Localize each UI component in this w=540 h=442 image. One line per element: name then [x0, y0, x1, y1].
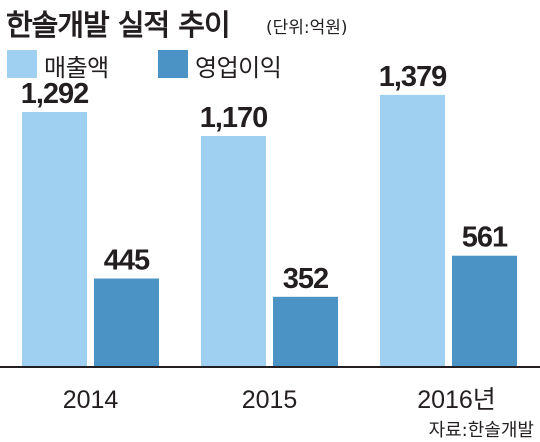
legend-swatch-operating-profit — [158, 50, 188, 78]
category-label-2: 2016년 — [417, 386, 496, 414]
category-labels-group: 2014 2015 2016년 — [63, 386, 496, 414]
value-label-sales-2: 1,379 — [379, 61, 447, 93]
labels-group: 1,292 445 1,170 352 1,379 561 — [21, 61, 509, 295]
value-label-operating-profit-1: 352 — [283, 263, 328, 295]
category-label-1: 2015 — [242, 386, 298, 414]
bars-group — [22, 94, 517, 366]
bar-sales-1 — [201, 135, 266, 366]
chart-title: 한솔개발 실적 추이 — [6, 8, 231, 42]
value-label-sales-1: 1,170 — [200, 102, 268, 134]
bar-operating-profit-0 — [94, 278, 159, 366]
bar-sales-2 — [380, 94, 445, 366]
category-label-0: 2014 — [63, 386, 119, 414]
bar-operating-profit-2 — [452, 255, 517, 366]
legend-label-operating-profit: 영업이익 — [195, 54, 282, 82]
bar-operating-profit-1 — [273, 296, 338, 366]
unit-label: (단위:억원) — [266, 18, 348, 38]
bar-sales-0 — [22, 111, 87, 366]
value-label-sales-0: 1,292 — [21, 78, 89, 110]
legend-label-sales: 매출액 — [44, 54, 109, 82]
value-label-operating-profit-0: 445 — [104, 245, 150, 277]
source-note: 자료:한솔개발 — [428, 420, 534, 441]
value-label-operating-profit-2: 561 — [462, 222, 508, 254]
legend-swatch-sales — [7, 50, 37, 78]
